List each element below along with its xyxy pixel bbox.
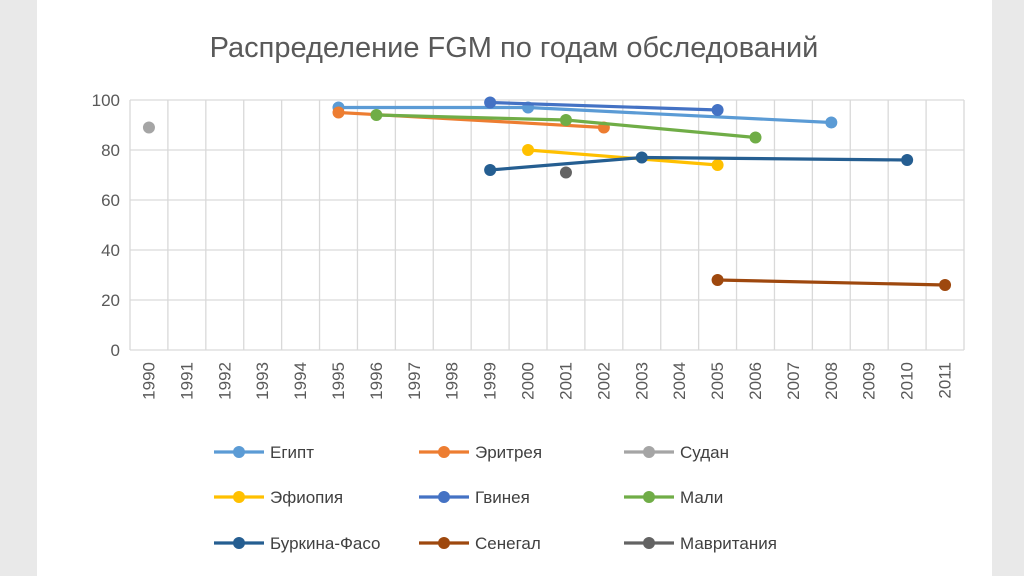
data-point [142, 121, 155, 134]
x-tick-label: 2009 [860, 362, 879, 400]
x-tick-label: 2010 [898, 362, 917, 400]
x-tick-label: 1999 [481, 362, 500, 400]
legend-label: Мали [680, 488, 723, 507]
data-point [332, 106, 345, 119]
x-tick-label: 2005 [708, 362, 727, 400]
x-tick-label: 2007 [784, 362, 803, 400]
legend-label: Египт [270, 443, 314, 462]
legend-item: Гвинея [419, 488, 530, 507]
data-point [749, 131, 762, 144]
series-layer [142, 96, 952, 291]
x-tick-label: 1990 [139, 362, 158, 400]
y-tick-label: 60 [101, 191, 120, 210]
y-tick-label: 40 [101, 241, 120, 260]
legend-marker [233, 491, 245, 503]
x-tick-label: 2003 [632, 362, 651, 400]
data-point [635, 151, 648, 164]
x-tick-label: 2006 [746, 362, 765, 400]
y-tick-label: 0 [111, 341, 120, 360]
x-axis: 1990 1991 1992 1993 1994 1995 1996 1997 1998 1999… [139, 362, 954, 400]
x-tick-label: 1991 [177, 362, 196, 400]
data-point [484, 96, 497, 109]
data-point [522, 144, 535, 156]
legend-marker [643, 446, 655, 458]
data-point [901, 154, 914, 166]
legend-marker [233, 446, 245, 458]
legend-marker [643, 537, 655, 549]
legend-item: Мавритания [624, 534, 777, 553]
x-tick-label: 1998 [443, 362, 462, 400]
series-group [711, 274, 952, 291]
series-line [717, 278, 946, 287]
x-tick-label: 2011 [936, 362, 955, 399]
chart-title: Распределение FGM по годам обследований [210, 32, 819, 64]
data-point [939, 279, 952, 291]
series-group [370, 109, 762, 144]
data-point [559, 114, 572, 126]
x-tick-label: 1997 [405, 362, 424, 400]
data-point [825, 116, 838, 129]
y-axis: 0 20 40 60 80 100 [92, 91, 120, 360]
legend-item: Эритрея [419, 443, 542, 462]
x-tick-label: 2002 [594, 362, 613, 400]
legend-label: Сенегал [475, 534, 541, 553]
x-tick-label: 1993 [253, 362, 272, 400]
legend-marker [233, 537, 245, 549]
y-tick-label: 80 [101, 141, 120, 160]
legend-marker [643, 491, 655, 503]
data-point [484, 164, 497, 176]
series-group [559, 166, 572, 179]
legend-marker [438, 537, 450, 549]
legend-label: Эритрея [475, 443, 542, 462]
data-point [559, 166, 572, 179]
series-group [484, 96, 724, 116]
series-group [142, 121, 155, 134]
x-tick-label: 1992 [215, 362, 234, 400]
legend-item: Сенегал [419, 534, 541, 553]
x-tick-label: 1996 [367, 362, 386, 400]
series-group [484, 151, 914, 176]
legend-item: Эфиопия [214, 488, 343, 507]
x-tick-label: 1995 [329, 362, 348, 400]
legend-label: Мавритания [680, 534, 777, 553]
legend-marker [438, 491, 450, 503]
y-tick-label: 20 [101, 291, 120, 310]
legend-marker [438, 446, 450, 458]
chart-frame: Распределение FGM по годам обследований … [37, 0, 992, 576]
legend-label: Судан [680, 443, 729, 462]
gridlines [129, 99, 965, 351]
x-tick-label: 1994 [291, 362, 310, 400]
series-line [490, 100, 718, 112]
data-point [370, 109, 383, 121]
legend-item: Судан [624, 443, 729, 462]
data-point [711, 104, 724, 116]
legend-label: Гвинея [475, 488, 530, 507]
y-tick-label: 100 [92, 91, 120, 110]
x-tick-label: 2000 [519, 362, 538, 400]
data-point [711, 159, 724, 171]
x-tick-label: 2001 [556, 362, 575, 400]
line-chart: Распределение FGM по годам обследований … [92, 32, 965, 553]
legend-label: Буркина-Фасо [270, 534, 381, 553]
x-tick-label: 2004 [670, 362, 689, 400]
legend-item: Мали [624, 488, 723, 507]
data-point [711, 274, 724, 286]
x-tick-label: 2008 [822, 362, 841, 400]
legend: Египт Эритрея Судан Эфиопия Гвинея Мали Буркин… [214, 443, 777, 553]
legend-item: Египт [214, 443, 314, 462]
legend-item: Буркина-Фасо [214, 534, 381, 553]
legend-label: Эфиопия [270, 488, 343, 507]
